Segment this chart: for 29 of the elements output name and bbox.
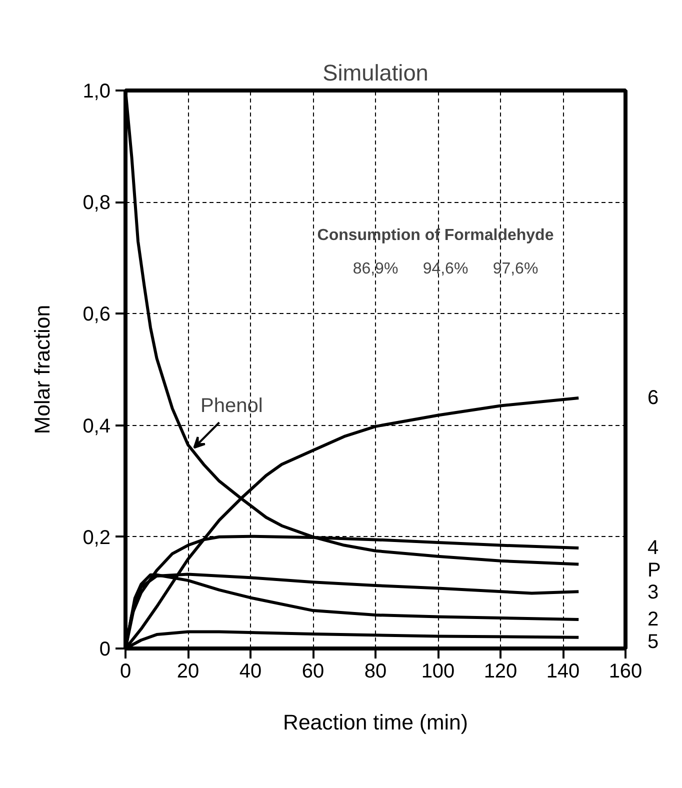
x-tick-label: 160 [608, 660, 642, 682]
annotation: 86,9% [352, 260, 398, 278]
x-tick-label: 60 [302, 660, 324, 682]
chart-title: Simulation [322, 60, 428, 86]
x-axis-title: Reaction time (min) [283, 710, 468, 734]
x-tick-label: 100 [421, 660, 455, 682]
x-tick-label: 140 [546, 660, 580, 682]
annotation: 97,6% [492, 260, 538, 278]
annotation: Consumption of Formaldehyde [317, 226, 554, 244]
annotation: Phenol [200, 394, 263, 417]
y-tick-label: 0,2 [82, 526, 111, 549]
x-tick-label: 120 [484, 660, 518, 682]
x-tick-label: 40 [239, 660, 262, 682]
y-tick-label: 0,4 [82, 415, 111, 438]
y-tick-label: 1,0 [82, 80, 111, 102]
y-tick-label: 0 [99, 638, 110, 660]
y-tick-label: 0,6 [82, 304, 111, 326]
text: 2 [648, 608, 659, 630]
text: 3 [648, 582, 659, 604]
x-tick-label: 80 [364, 660, 387, 682]
x-tick-label: 0 [120, 660, 132, 682]
text: 4 [648, 537, 659, 560]
annotation: 94,6% [422, 260, 468, 278]
text: 6 [648, 386, 659, 409]
y-tick-label: 0,8 [82, 192, 111, 214]
legend-label: 5 [648, 630, 659, 653]
y-axis-title: Molar fraction [30, 304, 55, 434]
text: P [648, 559, 661, 582]
x-tick-label: 20 [176, 660, 200, 682]
